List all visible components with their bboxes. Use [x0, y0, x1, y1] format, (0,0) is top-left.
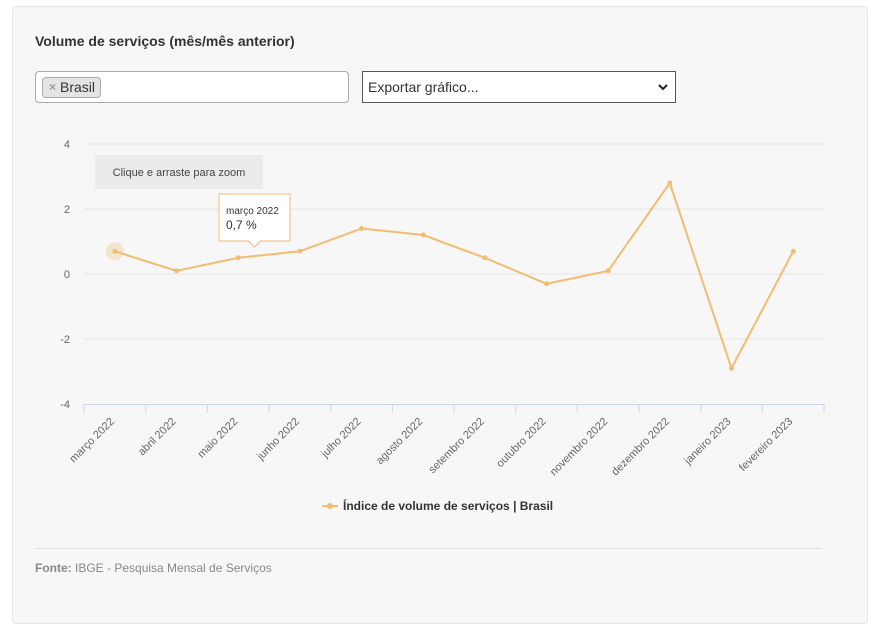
data-point[interactable] [482, 255, 488, 261]
x-tick-label: maio 2022 [195, 416, 240, 461]
x-tick-label: março 2022 [67, 416, 117, 466]
x-tick-label: abril 2022 [136, 416, 179, 459]
x-tick-label: outubro 2022 [494, 416, 548, 470]
x-tick-label: junho 2022 [254, 416, 302, 464]
x-tick-label: agosto 2022 [374, 416, 425, 467]
divider [35, 548, 822, 549]
data-point[interactable] [729, 365, 734, 371]
region-filter-input[interactable]: × Brasil [35, 71, 349, 103]
chart-card [12, 6, 868, 624]
x-tick-label: novembro 2022 [548, 416, 611, 479]
data-point[interactable] [605, 268, 611, 274]
data-point[interactable] [112, 248, 118, 254]
y-tick-label: 4 [64, 139, 70, 151]
zoom-hint-text: Clique e arraste para zoom [113, 167, 246, 179]
x-tick-label: dezembro 2022 [609, 416, 672, 479]
tooltip-month: março 2022 [226, 206, 279, 217]
x-tick-label: julho 2022 [319, 416, 364, 461]
data-point[interactable] [297, 248, 303, 254]
legend-marker-icon[interactable] [327, 503, 333, 509]
chevron-down-icon [658, 84, 668, 91]
data-point[interactable] [544, 281, 549, 287]
source-label: Fonte: [35, 561, 72, 575]
data-point[interactable] [235, 255, 241, 261]
zoom-hint-box [95, 155, 263, 189]
y-tick-label: 0 [64, 269, 70, 281]
region-tag-label: Brasil [60, 79, 96, 95]
chart-title: Volume de serviços (mês/mês anterior) [35, 33, 295, 49]
source-text: IBGE - Pesquisa Mensal de Serviços [75, 561, 272, 575]
data-point[interactable] [667, 180, 673, 186]
source-note: Fonte: IBGE - Pesquisa Mensal de Serviço… [35, 561, 272, 575]
x-tick-label: setembro 2022 [427, 416, 487, 476]
data-point[interactable] [359, 226, 364, 231]
data-point[interactable] [790, 248, 796, 254]
x-tick-label: fevereiro 2023 [737, 416, 795, 474]
export-chart-label: Exportar gráfico... [368, 79, 479, 95]
remove-tag-icon[interactable]: × [49, 80, 57, 94]
series-line [114, 180, 795, 371]
legend-label[interactable]: Índice de volume de serviços | Brasil [343, 498, 553, 513]
y-tick-label: -4 [60, 399, 70, 411]
data-point[interactable] [174, 268, 179, 274]
region-tag: × Brasil [42, 77, 102, 98]
y-tick-label: 2 [64, 204, 70, 216]
tooltip-value: 0,7 % [226, 218, 257, 232]
tooltip-box [218, 193, 291, 248]
export-chart-select[interactable]: Exportar gráfico... [362, 71, 676, 103]
data-point[interactable] [420, 232, 426, 238]
x-tick-label: janeiro 2023 [682, 416, 734, 468]
y-tick-label: -2 [60, 334, 70, 346]
